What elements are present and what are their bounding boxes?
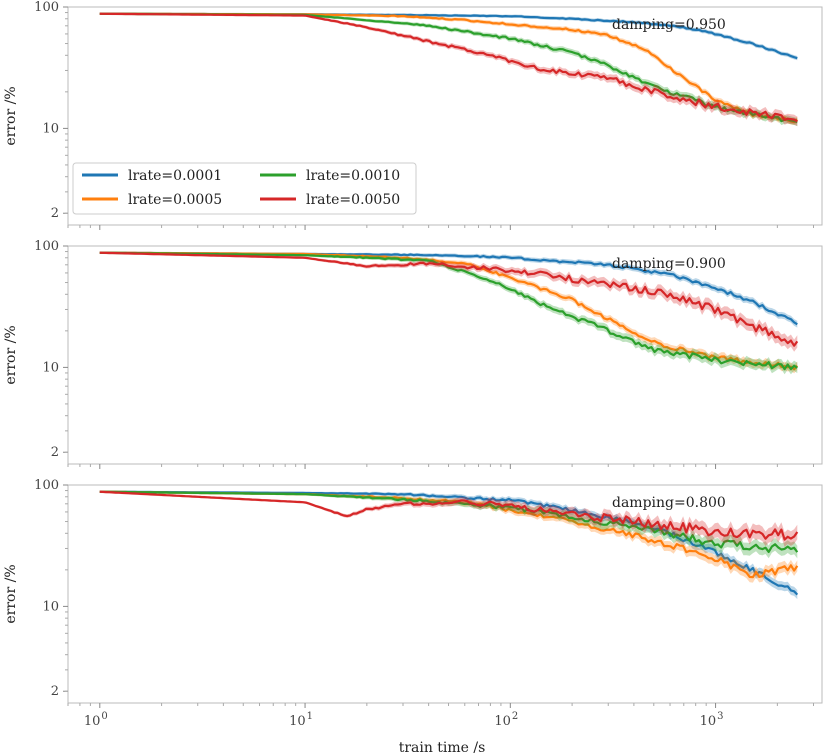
- y-axis-label: error /%: [3, 325, 19, 384]
- legend-label: lrate=0.0001: [128, 168, 222, 184]
- y-tick-label: 2: [51, 445, 59, 460]
- legend: lrate=0.0001 lrate=0.0005 lrate=0.0010 lrat…: [72, 162, 417, 215]
- series-group: [99, 12, 798, 127]
- x-tick-exponent: 0: [101, 711, 107, 722]
- x-tick-label: 101: [289, 711, 313, 729]
- y-axis-label: error /%: [3, 564, 19, 623]
- y-tick-label: 10: [42, 360, 59, 375]
- legend-label: lrate=0.0005: [128, 192, 222, 208]
- y-tick-label: 2: [51, 684, 59, 699]
- x-tick-label: 100: [84, 711, 108, 729]
- x-tick-exponent: 1: [307, 711, 313, 722]
- y-tick-label: 10: [42, 599, 59, 614]
- plot-frame: [67, 484, 823, 704]
- series-group: [99, 251, 799, 375]
- damping-annotation: damping=0.800: [612, 495, 726, 511]
- legend-frame: [72, 162, 417, 215]
- legend-label: lrate=0.0050: [306, 192, 400, 208]
- x-axis-label: train time /s: [399, 740, 486, 756]
- series-band-lrate=0.0010: [99, 12, 798, 127]
- x-tick-exponent: 3: [717, 711, 723, 722]
- y-tick-label: 10: [42, 121, 59, 136]
- damping-annotation: damping=0.950: [612, 17, 726, 33]
- y-axis-label: error /%: [3, 86, 19, 145]
- series-line-lrate=0.0050: [99, 12, 798, 123]
- series-band-lrate=0.0001: [99, 251, 798, 328]
- series-group: [99, 490, 799, 600]
- panel-middle: 100 10 2 error /% damping=0.900: [3, 239, 823, 469]
- plot-frame: [67, 245, 823, 465]
- series-line-lrate=0.0050: [99, 490, 799, 541]
- legend-label: lrate=0.0010: [306, 168, 400, 184]
- x-tick-label: 102: [494, 711, 518, 729]
- y-tick-label: 100: [34, 0, 59, 15]
- x-tick-label: 103: [700, 711, 724, 729]
- plot-frame: [67, 6, 823, 226]
- y-tick-label: 2: [51, 206, 59, 221]
- x-tick-exponent: 2: [512, 711, 518, 722]
- damping-annotation: damping=0.900: [612, 256, 726, 272]
- series-band-lrate=0.0005: [99, 490, 798, 583]
- panel-top: 100 10 2 error /% damping=0.950: [3, 0, 823, 230]
- series-line-lrate=0.0050: [99, 251, 799, 347]
- series-line-lrate=0.0010: [99, 251, 798, 371]
- y-tick-label: 100: [34, 478, 59, 493]
- y-tick-label: 100: [34, 239, 59, 254]
